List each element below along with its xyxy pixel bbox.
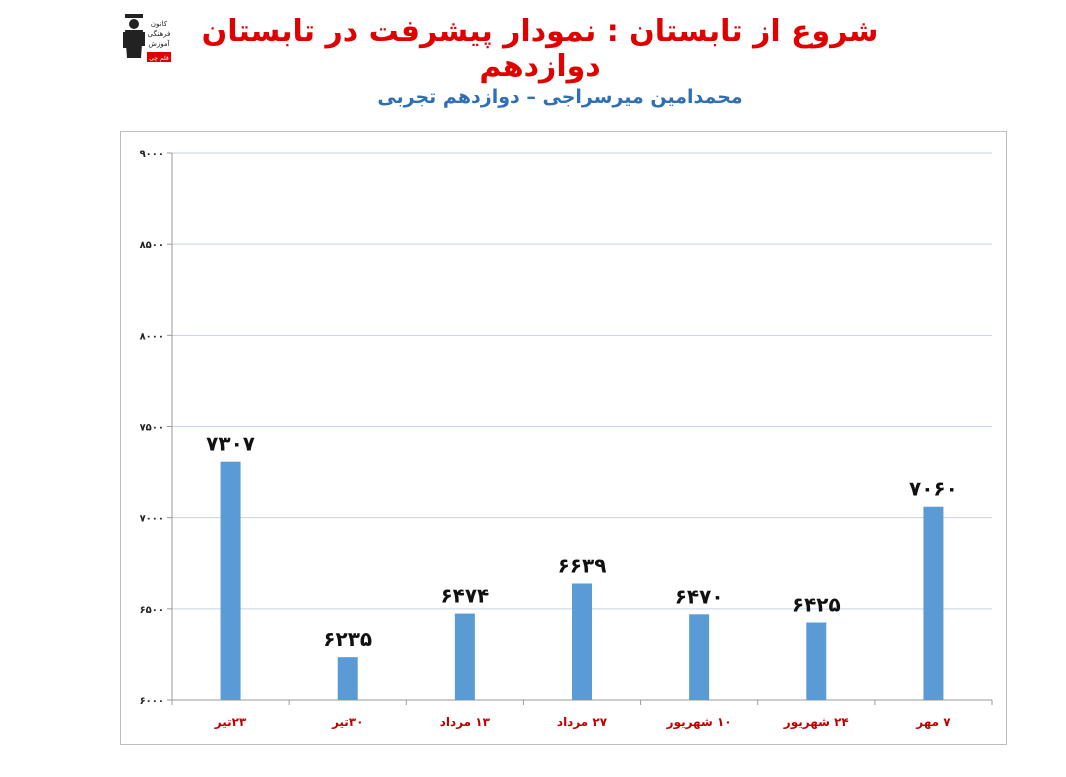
bar xyxy=(806,622,827,700)
data-label: ۶۴۷۰ xyxy=(675,584,724,608)
x-tick-label: ۲۴ شهریور xyxy=(783,715,849,730)
bar xyxy=(923,506,944,700)
bar xyxy=(220,461,241,700)
y-tick-label: ۶۵۰۰ xyxy=(140,605,164,616)
logo-line-1: کانون xyxy=(151,20,168,28)
y-tick-label: ۷۰۰۰ xyxy=(140,514,164,525)
y-tick-label: ۸۵۰۰ xyxy=(140,240,164,251)
bar xyxy=(454,613,475,700)
bar xyxy=(337,657,358,700)
data-label: ۶۴۲۵ xyxy=(792,593,841,617)
data-label: ۶۴۷۴ xyxy=(440,584,489,608)
logo-line-3: آموزش xyxy=(148,39,170,48)
x-tick-label: ۱۳ مرداد xyxy=(440,715,491,729)
data-label: ۷۳۰۷ xyxy=(206,432,255,456)
page-subtitle: محمدامین میرسراجی – دوازدهم تجربی xyxy=(377,86,743,108)
x-tick-label: ۲۳تیر xyxy=(214,715,247,729)
y-tick-label: ۸۰۰۰ xyxy=(140,331,164,342)
logo-line-2: فرهنگی xyxy=(148,29,171,38)
x-tick-label: ۲۷ مرداد xyxy=(557,715,608,729)
logo-badge: قلم چی xyxy=(149,55,169,62)
page-title: شروع از تابستان : نمودار پیشرفت در تابست… xyxy=(201,14,879,84)
y-tick-label: ۹۰۰۰ xyxy=(140,149,164,160)
bar xyxy=(572,583,592,700)
kanoon-logo: کانون فرهنگی آموزش قلم چی xyxy=(119,12,171,72)
data-label: ۷۰۶۰ xyxy=(909,477,958,501)
data-label: ۶۲۳۵ xyxy=(323,627,372,651)
y-tick-label: ۷۵۰۰ xyxy=(140,423,164,434)
bar xyxy=(689,614,710,700)
x-tick-label: ۱۰ شهریور xyxy=(666,715,732,730)
y-tick-label: ۶۰۰۰ xyxy=(140,696,164,707)
data-label: ۶۶۳۹ xyxy=(558,553,607,577)
chart-frame: ۶۰۰۰ ۶۵۰۰ ۷۰۰۰ ۷۵۰۰ ۸۰۰۰ ۸۵۰۰ ۹۰۰۰ ۷۳۰۷ ۲۳تیر ۶۲۳… xyxy=(120,131,1007,745)
x-tick-label: ۷ مهر xyxy=(915,715,951,729)
x-tick-label: ۳۰تیر xyxy=(331,715,364,729)
bar-chart: ۶۰۰۰ ۶۵۰۰ ۷۰۰۰ ۷۵۰۰ ۸۰۰۰ ۸۵۰۰ ۹۰۰۰ ۷۳۰۷ ۲۳تیر ۶۲۳… xyxy=(140,149,993,730)
